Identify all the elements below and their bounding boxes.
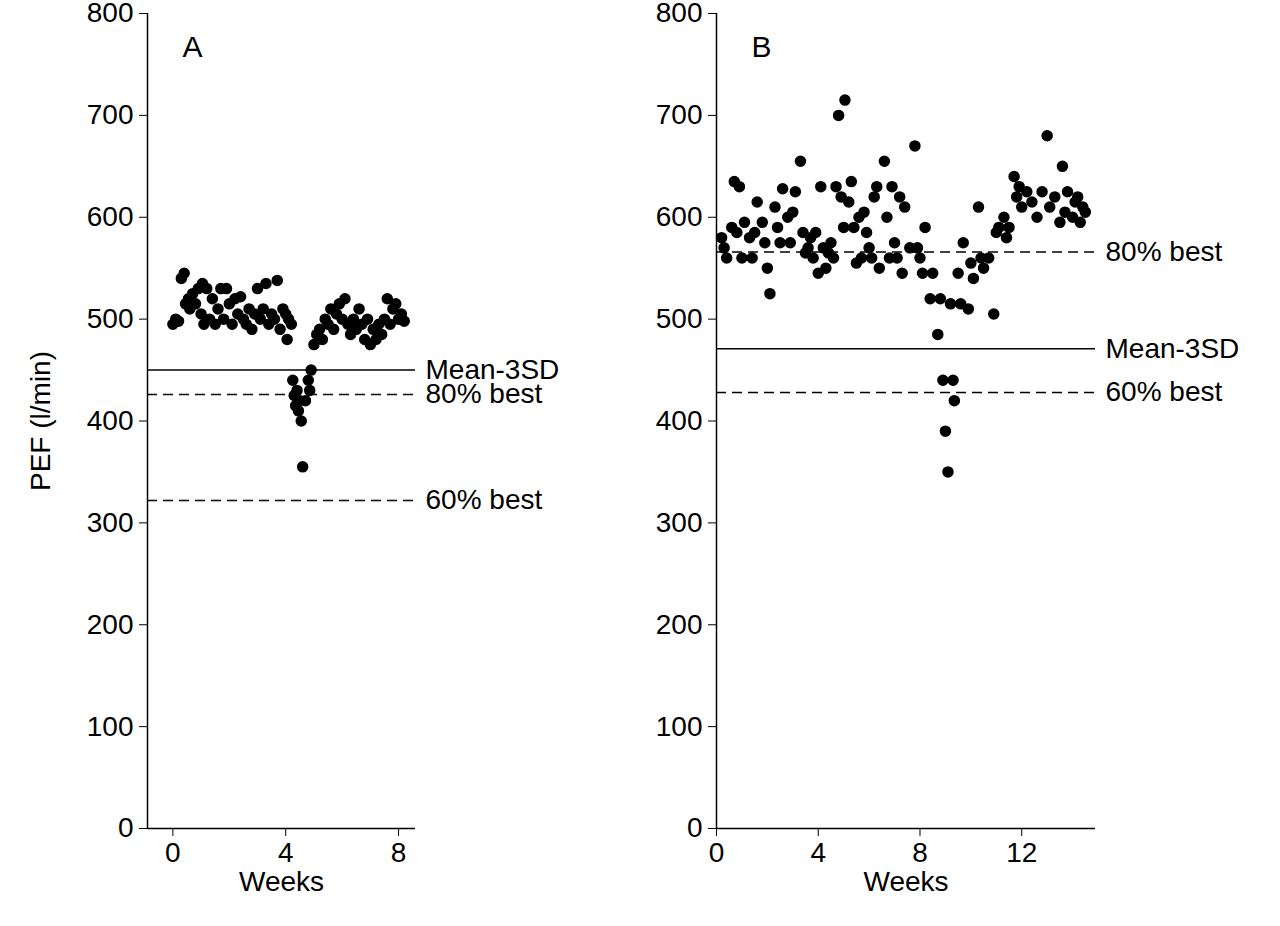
svg-text:B: B (752, 30, 772, 63)
svg-text:60% best: 60% best (1106, 376, 1223, 407)
svg-text:100: 100 (87, 711, 134, 742)
svg-text:80% best: 80% best (1106, 236, 1223, 267)
svg-text:0: 0 (687, 812, 703, 843)
svg-text:80% best: 80% best (426, 378, 543, 409)
svg-text:0: 0 (118, 812, 134, 843)
svg-text:800: 800 (656, 0, 703, 28)
svg-text:4: 4 (810, 837, 826, 868)
svg-text:200: 200 (87, 609, 134, 640)
svg-text:8: 8 (391, 837, 407, 868)
svg-text:800: 800 (87, 0, 134, 28)
svg-text:600: 600 (87, 201, 134, 232)
svg-text:0: 0 (709, 837, 725, 868)
svg-text:8: 8 (912, 837, 928, 868)
svg-text:600: 600 (656, 201, 703, 232)
svg-text:300: 300 (87, 507, 134, 538)
svg-text:60% best: 60% best (426, 484, 543, 515)
svg-text:300: 300 (656, 507, 703, 538)
svg-text:Mean-3SD: Mean-3SD (1106, 333, 1240, 364)
svg-text:0: 0 (165, 837, 181, 868)
svg-text:400: 400 (656, 405, 703, 436)
svg-text:12: 12 (1006, 837, 1037, 868)
svg-text:Mean-3SD: Mean-3SD (425, 354, 560, 385)
svg-text:A: A (183, 30, 203, 63)
svg-text:Weeks: Weeks (239, 866, 324, 897)
svg-text:400: 400 (87, 405, 134, 436)
svg-text:4: 4 (278, 837, 294, 868)
svg-text:PEF (l/min): PEF (l/min) (25, 351, 56, 491)
svg-text:700: 700 (656, 99, 703, 130)
svg-text:100: 100 (656, 711, 703, 742)
svg-text:200: 200 (656, 609, 703, 640)
svg-text:500: 500 (87, 303, 134, 334)
svg-text:500: 500 (656, 303, 703, 334)
svg-text:Weeks: Weeks (863, 866, 948, 897)
svg-text:700: 700 (87, 99, 134, 130)
